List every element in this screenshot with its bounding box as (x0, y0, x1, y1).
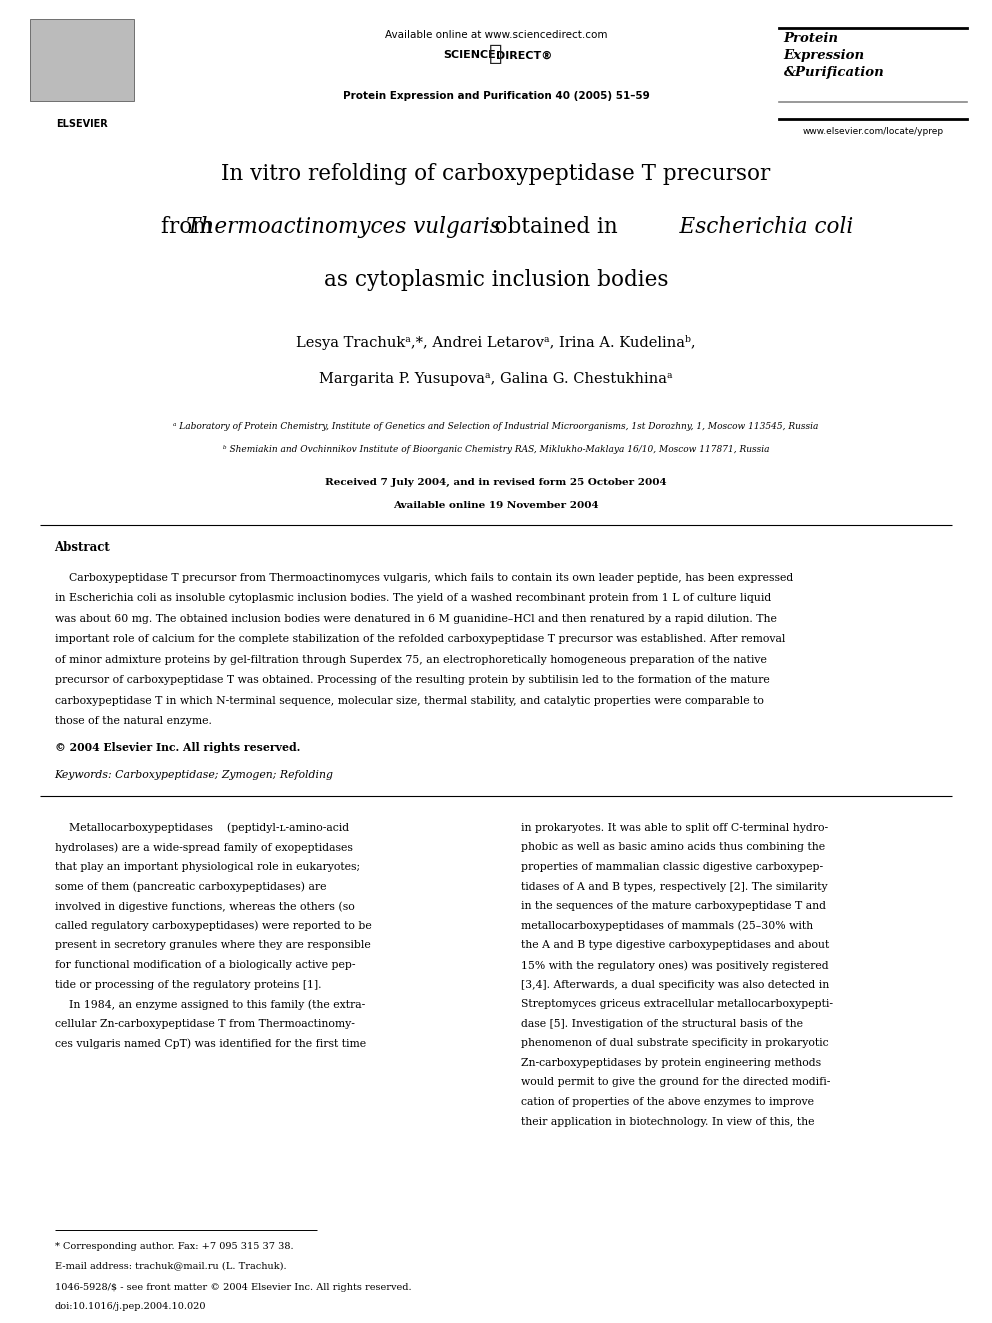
Text: [3,4]. Afterwards, a dual specificity was also detected in: [3,4]. Afterwards, a dual specificity wa… (521, 979, 829, 990)
Text: some of them (pancreatic carboxypeptidases) are: some of them (pancreatic carboxypeptidas… (55, 881, 326, 892)
Text: &Purification: &Purification (784, 66, 885, 79)
Text: In 1984, an enzyme assigned to this family (the extra-: In 1984, an enzyme assigned to this fami… (55, 999, 365, 1009)
Text: Metallocarboxypeptidases    (peptidyl-ʟ-amino-acid: Metallocarboxypeptidases (peptidyl-ʟ-ami… (55, 823, 348, 833)
Text: * Corresponding author. Fax: +7 095 315 37 38.: * Corresponding author. Fax: +7 095 315 … (55, 1242, 294, 1252)
Text: Available online at www.sciencedirect.com: Available online at www.sciencedirect.co… (385, 30, 607, 41)
Text: ces vulgaris named CpT) was identified for the first time: ces vulgaris named CpT) was identified f… (55, 1039, 366, 1049)
Text: Received 7 July 2004, and in revised form 25 October 2004: Received 7 July 2004, and in revised for… (325, 478, 667, 487)
Text: the A and B type digestive carboxypeptidases and about: the A and B type digestive carboxypeptid… (521, 941, 829, 950)
Text: ⓐ: ⓐ (489, 44, 503, 64)
Text: for functional modification of a biologically active pep-: for functional modification of a biologi… (55, 960, 355, 970)
Text: Expression: Expression (784, 49, 865, 62)
Text: Protein Expression and Purification 40 (2005) 51–59: Protein Expression and Purification 40 (… (342, 91, 650, 102)
Text: © 2004 Elsevier Inc. All rights reserved.: © 2004 Elsevier Inc. All rights reserved… (55, 742, 300, 753)
Text: 1046-5928/$ - see front matter © 2004 Elsevier Inc. All rights reserved.: 1046-5928/$ - see front matter © 2004 El… (55, 1283, 412, 1293)
Text: would permit to give the ground for the directed modifi-: would permit to give the ground for the … (521, 1077, 830, 1088)
Text: Lesya Trachukᵃ,*, Andrei Letarovᵃ, Irina A. Kudelinaᵇ,: Lesya Trachukᵃ,*, Andrei Letarovᵃ, Irina… (297, 335, 695, 349)
Text: properties of mammalian classic digestive carboxypep-: properties of mammalian classic digestiv… (521, 863, 823, 872)
Text: in the sequences of the mature carboxypeptidase T and: in the sequences of the mature carboxype… (521, 901, 825, 912)
Text: tide or processing of the regulatory proteins [1].: tide or processing of the regulatory pro… (55, 979, 321, 990)
Text: carboxypeptidase T in which N-terminal sequence, molecular size, thermal stabili: carboxypeptidase T in which N-terminal s… (55, 696, 764, 706)
Text: Protein: Protein (784, 32, 838, 45)
Text: hydrolases) are a wide-spread family of exopeptidases: hydrolases) are a wide-spread family of … (55, 843, 352, 853)
Text: In vitro refolding of carboxypeptidase T precursor: In vitro refolding of carboxypeptidase T… (221, 163, 771, 185)
Text: phobic as well as basic amino acids thus combining the: phobic as well as basic amino acids thus… (521, 843, 825, 852)
Text: Zn-carboxypeptidases by protein engineering methods: Zn-carboxypeptidases by protein engineer… (521, 1058, 821, 1068)
Text: cation of properties of the above enzymes to improve: cation of properties of the above enzyme… (521, 1097, 813, 1107)
Text: Available online 19 November 2004: Available online 19 November 2004 (393, 501, 599, 511)
Text: of minor admixture proteins by gel-filtration through Superdex 75, an electropho: of minor admixture proteins by gel-filtr… (55, 655, 767, 665)
Text: doi:10.1016/j.pep.2004.10.020: doi:10.1016/j.pep.2004.10.020 (55, 1302, 206, 1311)
Text: was about 60 mg. The obtained inclusion bodies were denatured in 6 M guanidine–H: was about 60 mg. The obtained inclusion … (55, 614, 777, 624)
Text: Keywords: Carboxypeptidase; Zymogen; Refolding: Keywords: Carboxypeptidase; Zymogen; Ref… (55, 770, 333, 781)
Text: Margarita P. Yusupovaᵃ, Galina G. Chestukhinaᵃ: Margarita P. Yusupovaᵃ, Galina G. Chestu… (319, 372, 673, 386)
Text: Streptomyces griceus extracellular metallocarboxypepti-: Streptomyces griceus extracellular metal… (521, 999, 833, 1009)
Text: important role of calcium for the complete stabilization of the refolded carboxy: important role of calcium for the comple… (55, 635, 785, 644)
Text: www.elsevier.com/locate/yprep: www.elsevier.com/locate/yprep (803, 127, 943, 136)
Text: DIRECT®: DIRECT® (496, 50, 553, 61)
Text: metallocarboxypeptidases of mammals (25–30% with: metallocarboxypeptidases of mammals (25–… (521, 921, 812, 931)
Text: ᵃ Laboratory of Protein Chemistry, Institute of Genetics and Selection of Indust: ᵃ Laboratory of Protein Chemistry, Insti… (174, 422, 818, 431)
Text: as cytoplasmic inclusion bodies: as cytoplasmic inclusion bodies (323, 269, 669, 291)
Text: E-mail address: trachuk@mail.ru (L. Trachuk).: E-mail address: trachuk@mail.ru (L. Trac… (55, 1261, 286, 1270)
Text: Thermoactinomyces vulgaris                          Escherichia coli: Thermoactinomyces vulgaris Escherichia c… (138, 216, 854, 238)
Text: 15% with the regulatory ones) was positively registered: 15% with the regulatory ones) was positi… (521, 960, 828, 971)
Text: tidases of A and B types, respectively [2]. The similarity: tidases of A and B types, respectively [… (521, 881, 827, 892)
Text: phenomenon of dual substrate specificity in prokaryotic: phenomenon of dual substrate specificity… (521, 1039, 828, 1048)
Text: cellular Zn-carboxypeptidase T from Thermoactinomy-: cellular Zn-carboxypeptidase T from Ther… (55, 1019, 354, 1029)
Text: present in secretory granules where they are responsible: present in secretory granules where they… (55, 941, 370, 950)
Text: Abstract: Abstract (55, 541, 110, 554)
Text: that play an important physiological role in eukaryotes;: that play an important physiological rol… (55, 863, 360, 872)
Text: those of the natural enzyme.: those of the natural enzyme. (55, 717, 211, 726)
Text: Carboxypeptidase T precursor from Thermoactinomyces vulgaris, which fails to con: Carboxypeptidase T precursor from Thermo… (55, 573, 793, 583)
Text: involved in digestive functions, whereas the others (so: involved in digestive functions, whereas… (55, 901, 354, 912)
Text: dase [5]. Investigation of the structural basis of the: dase [5]. Investigation of the structura… (521, 1019, 803, 1029)
Text: ᵇ Shemiakin and Ovchinnikov Institute of Bioorganic Chemistry RAS, Miklukho-Makl: ᵇ Shemiakin and Ovchinnikov Institute of… (223, 445, 769, 454)
Text: from                                         obtained in: from obtained in (161, 216, 831, 238)
Text: their application in biotechnology. In view of this, the: their application in biotechnology. In v… (521, 1117, 814, 1127)
Text: in prokaryotes. It was able to split off C-terminal hydro-: in prokaryotes. It was able to split off… (521, 823, 828, 833)
Text: precursor of carboxypeptidase T was obtained. Processing of the resulting protei: precursor of carboxypeptidase T was obta… (55, 675, 770, 685)
FancyBboxPatch shape (30, 19, 134, 101)
Text: ELSEVIER: ELSEVIER (57, 119, 108, 130)
Text: in Escherichia coli as insoluble cytoplasmic inclusion bodies. The yield of a wa: in Escherichia coli as insoluble cytopla… (55, 593, 771, 603)
Text: called regulatory carboxypeptidases) were reported to be: called regulatory carboxypeptidases) wer… (55, 921, 371, 931)
Text: SCIENCE: SCIENCE (443, 50, 496, 61)
